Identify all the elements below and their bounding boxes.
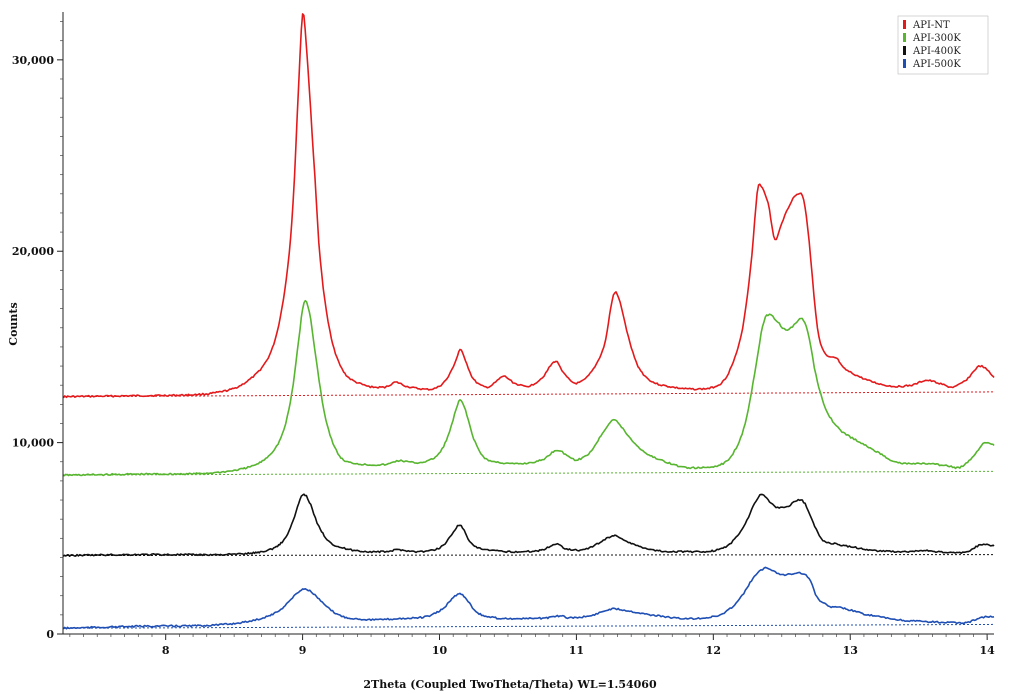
y-tick-label: 20,000	[12, 245, 54, 258]
x-tick-label: 11	[569, 644, 584, 657]
series-baseline	[62, 391, 995, 398]
axes	[62, 12, 994, 635]
legend-box	[897, 15, 989, 75]
x-tick-label: 13	[843, 644, 858, 657]
series-baseline	[62, 470, 995, 476]
series-line	[63, 13, 995, 399]
x-axis-title: 2Theta (Coupled TwoTheta/Theta) WL=1.540…	[363, 678, 657, 691]
x-tick-label: 10	[432, 644, 448, 657]
y-axis-title: Counts	[7, 302, 20, 345]
series-line	[62, 299, 995, 477]
legend-swatch	[903, 20, 906, 29]
x-tick-label: 9	[299, 644, 307, 657]
y-tick-label: 30,000	[12, 54, 54, 67]
x-tick-label: 12	[706, 644, 721, 657]
x-axis-ticks: 8 9 10 11 12 13 14	[69, 634, 995, 657]
legend-swatch	[903, 59, 906, 68]
legend: API-NT API-300K API-400K API-500K	[897, 15, 989, 75]
series-baseline	[62, 554, 995, 557]
legend-entry: API-500K	[912, 59, 961, 70]
baselines	[62, 391, 995, 629]
x-tick-label: 14	[979, 644, 995, 657]
legend-swatch	[903, 46, 906, 55]
legend-entry: API-NT	[912, 20, 950, 31]
series-line	[62, 493, 995, 557]
legend-swatch	[903, 33, 906, 42]
y-tick-label: 0	[46, 628, 54, 641]
series-line	[62, 566, 995, 630]
series-lines	[62, 13, 995, 630]
x-tick-label: 8	[162, 644, 170, 657]
legend-entry: API-300K	[912, 33, 961, 44]
y-tick-label: 10,000	[12, 437, 54, 450]
y-axis-ticks: 0 10,000 20,000 30,000	[12, 21, 63, 641]
legend-entry: API-400K	[912, 46, 961, 57]
series-baseline	[62, 623, 995, 629]
